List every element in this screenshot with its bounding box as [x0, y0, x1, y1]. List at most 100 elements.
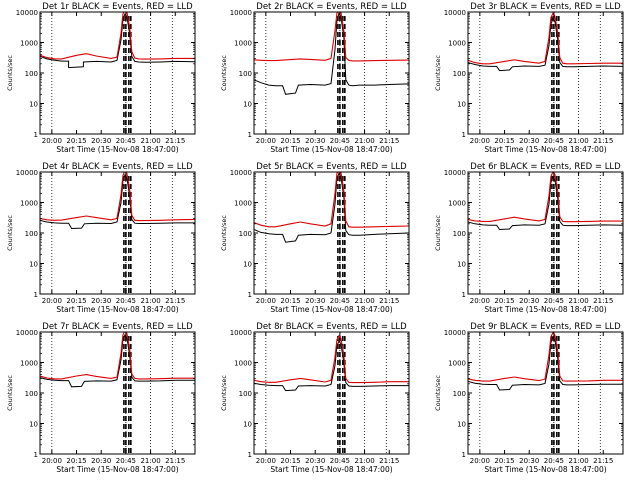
x-tick-label: 20:30	[91, 137, 111, 145]
series-line-lld	[40, 12, 195, 60]
x-tick-label: 20:00	[256, 457, 276, 465]
x-tick-label: 20:30	[305, 137, 325, 145]
x-tick-label: 20:45	[116, 297, 136, 305]
x-axis-label: Start Time (15-Nov-08 18:47:00)	[270, 145, 392, 154]
y-tick-label: 10	[243, 101, 252, 109]
y-tick-label: 100	[453, 390, 466, 398]
y-tick-label: 10000	[444, 9, 466, 17]
x-tick-label: 20:30	[519, 457, 539, 465]
x-tick-label: 21:00	[140, 297, 160, 305]
x-tick-label: 20:15	[66, 137, 86, 145]
detector-panel-2: Det 2r BLACK = Events, RED = LLD 1 10 100 10…	[220, 2, 410, 154]
detector-panel-9: Det 9r BLACK = Events, RED = LLD 1 10 100 10…	[434, 322, 624, 474]
x-tick-label: 21:00	[140, 137, 160, 145]
y-tick-label: 10000	[16, 329, 38, 337]
y-tick-label: 10000	[444, 329, 466, 337]
y-tick-label: 100	[25, 230, 38, 238]
x-tick-label: 21:00	[568, 297, 588, 305]
x-tick-label: 20:30	[91, 457, 111, 465]
x-tick-label: 20:15	[494, 457, 514, 465]
x-tick-label: 20:00	[42, 457, 62, 465]
x-tick-label: 20:45	[330, 297, 350, 305]
y-tick-label: 1	[248, 291, 252, 299]
series-line-events	[254, 12, 409, 95]
x-tick-label: 21:15	[379, 457, 399, 465]
series-line-events	[40, 13, 195, 69]
series-line-events	[254, 340, 409, 392]
series-line-lld	[40, 172, 195, 222]
series-line-lld	[254, 12, 409, 62]
y-tick-label: 1	[462, 131, 466, 139]
series-line-lld	[468, 172, 623, 223]
y-tick-label: 10000	[16, 169, 38, 177]
series-line-events	[40, 333, 195, 388]
x-tick-label: 20:45	[330, 457, 350, 465]
x-tick-label: 21:15	[165, 297, 185, 305]
x-tick-label: 20:15	[280, 457, 300, 465]
series-line-lld	[468, 332, 623, 382]
x-tick-label: 21:15	[379, 297, 399, 305]
plot-frame	[39, 331, 196, 455]
detector-panel-6: Det 6r BLACK = Events, RED = LLD 1 10 100 10…	[434, 162, 624, 314]
series-line-lld	[468, 12, 623, 65]
x-tick-label: 20:00	[256, 137, 276, 145]
y-tick-label: 1000	[20, 200, 38, 208]
x-tick-label: 21:00	[354, 297, 374, 305]
detector-panel-1: Det 1r BLACK = Events, RED = LLD 1 10 100 10…	[6, 2, 196, 154]
y-tick-label: 10	[29, 261, 38, 269]
x-tick-label: 20:30	[91, 297, 111, 305]
panel-title: Det 8r BLACK = Events, RED = LLD	[256, 322, 407, 332]
y-tick-label: 100	[25, 390, 38, 398]
y-tick-label: 1	[462, 451, 466, 459]
y-tick-label: 1	[248, 131, 252, 139]
x-tick-label: 20:00	[470, 137, 490, 145]
y-tick-label: 1000	[448, 200, 466, 208]
x-tick-label: 20:30	[519, 137, 539, 145]
x-tick-label: 21:00	[354, 457, 374, 465]
x-tick-label: 21:15	[165, 137, 185, 145]
y-tick-label: 100	[453, 230, 466, 238]
series-line-events	[468, 175, 623, 231]
y-tick-label: 100	[239, 390, 252, 398]
y-tick-label: 10000	[230, 9, 252, 17]
x-tick-label: 20:45	[116, 137, 136, 145]
plot-frame	[39, 171, 196, 295]
panel-title: Det 3r BLACK = Events, RED = LLD	[470, 2, 621, 12]
y-axis-label: Counts/sec	[434, 215, 442, 251]
y-tick-label: 1	[34, 131, 38, 139]
y-tick-label: 10000	[16, 9, 38, 17]
series-line-events	[468, 17, 623, 72]
x-axis-label: Start Time (15-Nov-08 18:47:00)	[270, 465, 392, 474]
panel-title: Det 7r BLACK = Events, RED = LLD	[42, 322, 193, 332]
x-tick-label: 21:00	[568, 457, 588, 465]
x-axis-label: Start Time (15-Nov-08 18:47:00)	[484, 145, 606, 154]
x-tick-label: 21:15	[379, 137, 399, 145]
plot-frame	[253, 331, 410, 455]
x-tick-label: 20:15	[494, 137, 514, 145]
y-tick-label: 100	[239, 230, 252, 238]
y-axis-label: Counts/sec	[6, 375, 14, 411]
y-tick-label: 100	[25, 70, 38, 78]
x-tick-label: 21:15	[593, 457, 613, 465]
y-axis-label: Counts/sec	[434, 375, 442, 411]
x-tick-label: 20:45	[116, 457, 136, 465]
y-tick-label: 10	[243, 421, 252, 429]
panel-title: Det 4r BLACK = Events, RED = LLD	[42, 162, 193, 172]
x-tick-label: 21:00	[354, 137, 374, 145]
y-tick-label: 10	[457, 261, 466, 269]
panel-title: Det 6r BLACK = Events, RED = LLD	[470, 162, 621, 172]
x-tick-label: 20:30	[519, 297, 539, 305]
x-tick-label: 21:15	[593, 297, 613, 305]
x-tick-label: 20:00	[470, 297, 490, 305]
y-axis-label: Counts/sec	[220, 55, 228, 91]
x-axis-label: Start Time (15-Nov-08 18:47:00)	[56, 465, 178, 474]
y-tick-label: 1000	[20, 40, 38, 48]
x-tick-label: 20:30	[305, 297, 325, 305]
y-tick-label: 1000	[234, 360, 252, 368]
detector-panel-7: Det 7r BLACK = Events, RED = LLD 1 10 100 10…	[6, 322, 196, 474]
y-axis-label: Counts/sec	[6, 55, 14, 91]
series-line-lld	[254, 172, 409, 228]
plot-frame	[467, 171, 624, 295]
y-tick-label: 1000	[448, 360, 466, 368]
